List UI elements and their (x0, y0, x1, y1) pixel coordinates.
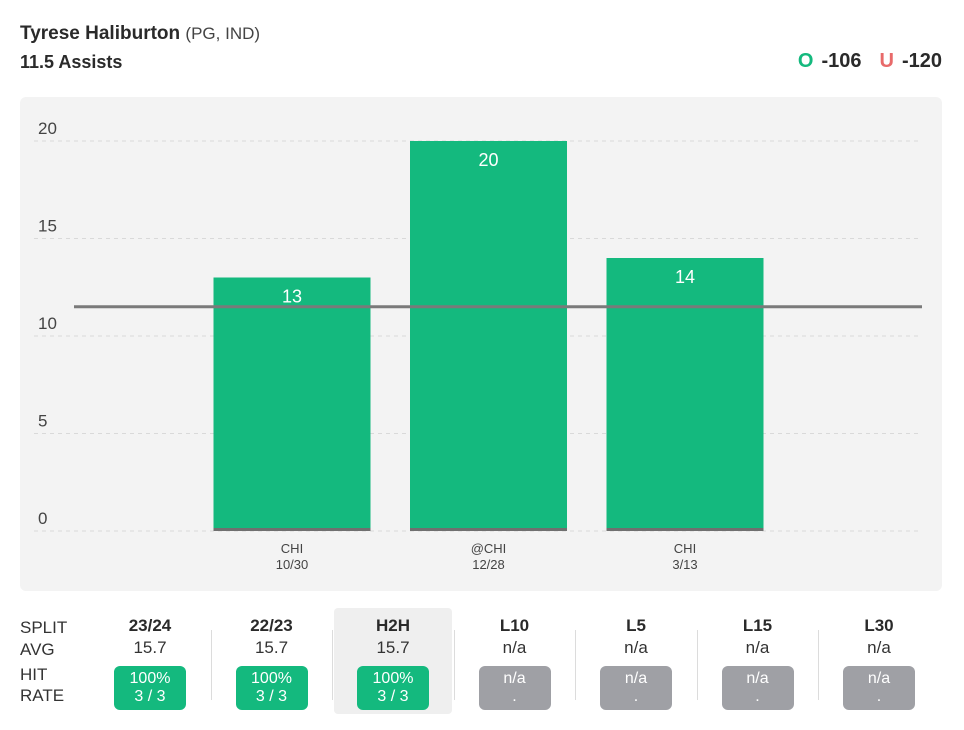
column-divider (210, 630, 212, 700)
split-name: L5 (626, 616, 646, 635)
hit-rate-badge: n/a. (721, 666, 794, 710)
split-name: 22/23 (250, 616, 293, 635)
column-divider (575, 630, 577, 700)
player-line: Tyrese Haliburton (PG, IND) (20, 22, 942, 46)
y-tick-label: 0 (38, 509, 47, 528)
column-divider (696, 630, 698, 700)
odds: O -106 U -120 (798, 50, 942, 73)
x-tick-label: 10/30 (276, 557, 309, 572)
hit-rate-percent: n/a (867, 670, 891, 687)
split-name: H2H (375, 616, 410, 635)
split-avg: 15.7 (376, 638, 410, 657)
split-name: L30 (864, 616, 894, 635)
split-avg: 15.7 (133, 638, 167, 657)
under-icon: U (879, 50, 894, 72)
split-column-2223[interactable]: 22/23 15.7 100% 3 / 3 (213, 608, 331, 714)
hit-rate-badge: 100% 3 / 3 (235, 666, 308, 710)
bar (213, 277, 371, 531)
bar-data-label: 14 (675, 267, 695, 287)
split-column-l30[interactable]: L30 n/a n/a. (820, 608, 938, 714)
hit-rate-badge: 100% 3 / 3 (114, 666, 186, 710)
hit-rate-badge: n/a. (600, 666, 672, 710)
hit-rate-percent: n/a (503, 670, 526, 687)
split-column-2324[interactable]: 23/24 15.7 100% 3 / 3 (91, 608, 209, 714)
split-avg: n/a (745, 638, 770, 657)
under-odds[interactable]: U -120 (880, 50, 942, 73)
hit-rate-percent: 100% (251, 670, 292, 687)
split-column-l10[interactable]: L10 n/a n/a. (456, 608, 574, 714)
row-label-rate: RATE (20, 686, 65, 705)
split-name: 23/24 (128, 616, 172, 635)
hit-rate-count: 3 / 3 (134, 688, 166, 705)
hit-rate-badge: 100% 3 / 3 (357, 666, 429, 710)
hit-rate-badge: n/a. (478, 666, 551, 710)
x-tick-label: CHI (281, 541, 303, 556)
column-divider (818, 630, 820, 700)
hit-rate-percent: 100% (129, 670, 171, 687)
split-column-h2h[interactable]: H2H 15.7 100% 3 / 3 (334, 608, 452, 714)
column-divider (453, 630, 455, 700)
x-tick-label: 12/28 (472, 557, 505, 572)
bar (410, 141, 567, 531)
bar-baseline (606, 528, 764, 531)
bar (606, 258, 764, 531)
player-meta: (PG, IND) (185, 24, 261, 43)
hit-rate-count: . (512, 688, 517, 705)
over-odds[interactable]: O -106 (798, 50, 862, 73)
hit-rate-count: 3 / 3 (377, 688, 409, 705)
x-tick-label: 3/13 (672, 557, 697, 572)
hit-rate-count: . (876, 688, 882, 705)
hit-rate-percent: 100% (372, 670, 414, 687)
split-column-l5[interactable]: L5 n/a n/a. (577, 608, 695, 714)
over-value: -106 (821, 50, 862, 72)
prop-header: Tyrese Haliburton (PG, IND) 11.5 Assists… (20, 22, 942, 73)
split-name: L15 (742, 616, 773, 635)
bar-data-label: 20 (478, 150, 498, 170)
y-tick-label: 5 (38, 412, 47, 431)
over-icon: O (797, 50, 814, 72)
hit-rate-count: 3 / 3 (255, 688, 288, 705)
bar-baseline (213, 528, 371, 531)
x-tick-label: CHI (674, 541, 696, 556)
splits-table: SPLIT AVG HIT RATE 23/24 15.7 100% 3 / 3 22/… (0, 608, 964, 714)
row-labels: SPLIT AVG HIT RATE (20, 618, 67, 704)
hit-rate-count: . (633, 688, 639, 705)
hit-rate-badge: n/a. (843, 666, 915, 710)
column-divider (332, 630, 334, 700)
split-avg: n/a (624, 638, 648, 657)
player-name: Tyrese Haliburton (20, 23, 181, 44)
hit-rate-percent: n/a (746, 670, 769, 687)
bar-data-label: 13 (282, 287, 302, 307)
y-tick-label: 10 (38, 314, 57, 333)
chart-panel: 0 5 10 15 20 13 CHI 10/30 20 @CHI 12/28 14 CHI 3/13 (20, 97, 942, 591)
row-label-hit: HIT (20, 665, 48, 684)
row-label-avg: AVG (20, 640, 55, 659)
prop-line: 11.5 Assists (20, 52, 123, 72)
split-column-l15[interactable]: L15 n/a n/a. (699, 608, 817, 714)
hit-rate-percent: n/a (624, 670, 648, 687)
x-tick-label: @CHI (471, 541, 507, 556)
hit-rate-count: . (755, 688, 760, 705)
bar-baseline (410, 528, 567, 531)
split-name: L10 (499, 616, 530, 635)
split-avg: n/a (502, 638, 527, 657)
under-value: -120 (901, 50, 942, 72)
y-tick-label: 15 (38, 217, 57, 236)
split-avg: 15.7 (254, 638, 289, 657)
y-tick-label: 20 (38, 119, 57, 138)
row-label-split: SPLIT (20, 618, 68, 637)
split-avg: n/a (867, 638, 891, 657)
